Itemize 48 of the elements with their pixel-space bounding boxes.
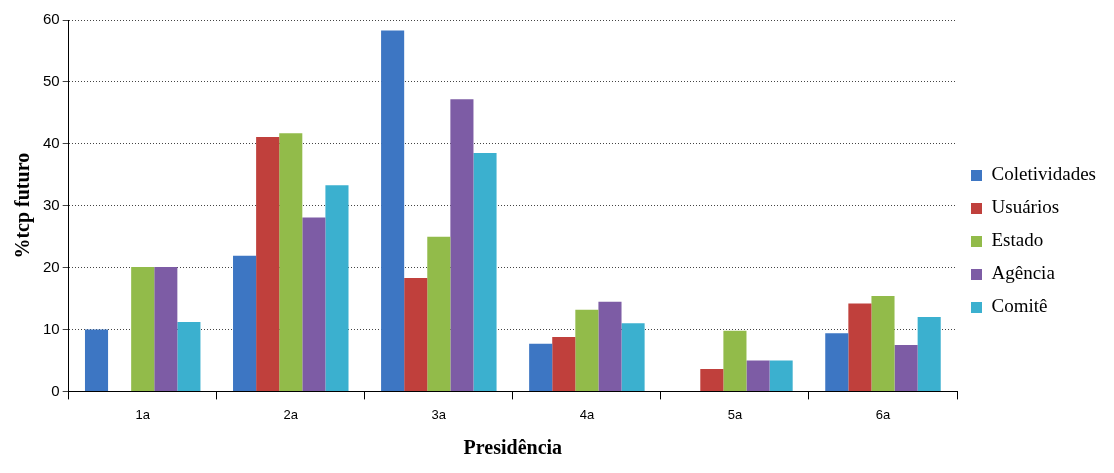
x-axis-title: Presidência <box>463 436 563 459</box>
bar <box>302 217 326 391</box>
bar <box>769 360 793 391</box>
bar <box>552 336 576 391</box>
y-tick-label: 0 <box>51 381 60 399</box>
bar <box>325 185 349 391</box>
bar <box>700 369 724 391</box>
bar <box>598 301 622 391</box>
bar <box>723 330 747 391</box>
legend-label: Estado <box>991 229 1044 251</box>
y-tick-label: 30 <box>43 195 60 213</box>
y-tick-label: 50 <box>43 72 60 90</box>
x-tick-label: 3a <box>431 406 447 422</box>
x-tick-label: 6a <box>875 406 891 422</box>
bar <box>894 344 918 391</box>
y-axis-title: %tcp futuro <box>11 152 35 259</box>
x-tick-label: 1a <box>135 406 151 422</box>
bar <box>256 136 280 391</box>
x-tick-label: 5a <box>727 406 743 422</box>
x-tick-label: 2a <box>283 406 299 422</box>
bar <box>154 266 178 391</box>
bar <box>450 99 474 391</box>
bar <box>529 343 553 391</box>
bar <box>871 296 895 391</box>
y-tick-label: 10 <box>43 319 60 337</box>
bar <box>825 333 849 391</box>
bar <box>473 153 497 391</box>
legend-label: Usuários <box>991 196 1060 218</box>
x-tick-label: 4a <box>579 406 595 422</box>
bar <box>427 236 451 391</box>
bar <box>917 317 941 391</box>
bar <box>131 266 155 391</box>
bar <box>233 255 257 391</box>
y-tick-label: 20 <box>43 257 60 275</box>
legend-label: Agência <box>991 262 1056 284</box>
bar <box>84 329 109 391</box>
bar <box>848 303 872 391</box>
y-tick-label: 60 <box>43 10 60 28</box>
bar <box>177 322 201 391</box>
bar <box>621 323 645 391</box>
legend-label: Comitê <box>991 295 1048 317</box>
legend-label: Coletividades <box>991 163 1096 185</box>
y-tick-label: 40 <box>43 133 60 151</box>
bar <box>575 309 599 391</box>
bar <box>746 360 770 391</box>
bar <box>279 133 303 391</box>
bar <box>381 30 405 391</box>
bar <box>404 278 428 391</box>
